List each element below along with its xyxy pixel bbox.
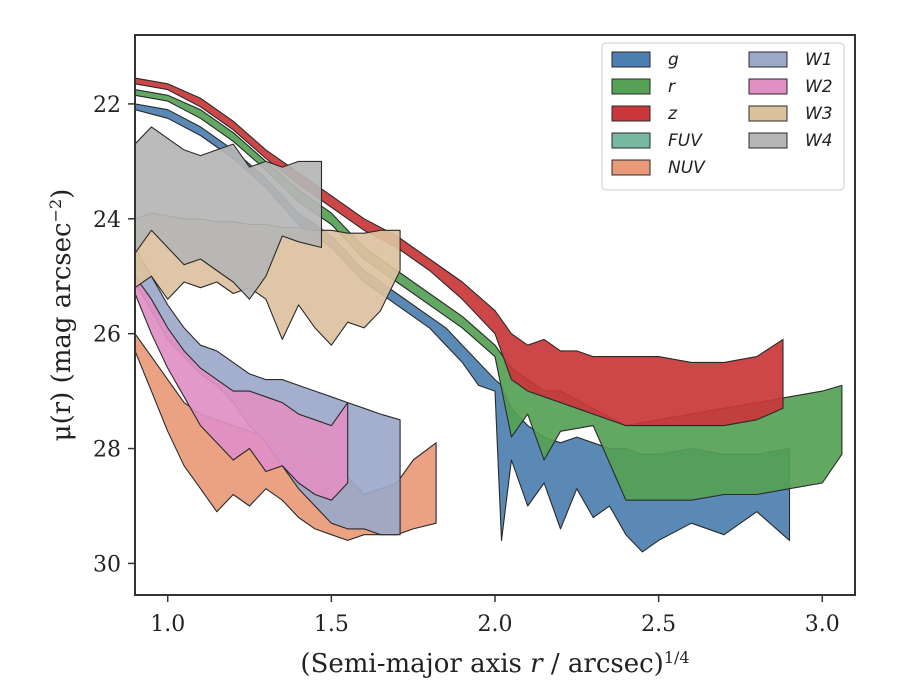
legend-label-w4: W4 (805, 131, 833, 151)
legend-swatch-fuv (611, 132, 651, 149)
legend-swatch-w1 (748, 51, 788, 68)
y-tick-label: 24 (93, 208, 121, 233)
y-axis-title-exponent: −2 (46, 199, 65, 223)
legend-swatch-w2 (748, 78, 788, 95)
legend-label-nuv: NUV (668, 158, 706, 178)
series-band-w2 (135, 275, 349, 501)
x-axis-title-variable: r (530, 649, 544, 679)
legend-label-r: r (668, 77, 676, 97)
legend: grz FUV NUV W1 W2 W3 W4 (601, 42, 845, 191)
legend-label-fuv: FUV (668, 131, 703, 151)
x-tick-label: 1.0 (150, 612, 185, 637)
legend-label-w2: W2 (805, 77, 833, 97)
x-tick-label: 2.0 (478, 612, 513, 637)
y-tick-label: 30 (93, 552, 121, 577)
x-axis-title-exponent: 1/4 (664, 648, 690, 667)
legend-swatch-z (611, 105, 651, 122)
legend-label-g: g (668, 50, 679, 70)
y-tick-label: 22 (93, 93, 121, 118)
legend-swatch-nuv (611, 159, 651, 176)
y-axis-title-main: μ(r) (mag arcsec (47, 222, 77, 441)
x-axis-title-prefix: (Semi-major axis r / arcsec) (300, 649, 663, 679)
y-axis-title-suffix: ) (47, 189, 77, 199)
ticks-layer: 1.0 1.5 2.0 2.5 3.0 22 24 26 28 30 (93, 93, 840, 637)
x-axis-title: (Semi-major axis r / arcsec)1/4 (300, 648, 689, 680)
x-axis-title-text: / arcsec) (543, 649, 664, 679)
legend-swatch-g (611, 51, 651, 68)
x-tick-label: 2.5 (641, 612, 676, 637)
legend-label-w1: W1 (805, 50, 833, 70)
y-axis-title: μ(r) (mag arcsec−2) (46, 189, 78, 442)
legend-label-w3: W3 (805, 104, 833, 124)
y-tick-label: 26 (93, 323, 121, 348)
x-tick-label: 3.0 (805, 612, 840, 637)
legend-label-z: z (667, 104, 678, 124)
x-axis-title-text: (Semi-major axis (300, 649, 530, 679)
x-tick-label: 1.5 (314, 612, 349, 637)
y-tick-label: 28 (93, 438, 121, 463)
legend-swatch-w4 (748, 132, 788, 149)
series-layer (135, 77, 843, 553)
legend-swatch-r (611, 78, 651, 95)
legend-swatch-w3 (748, 105, 788, 122)
series-band-w4 (135, 126, 323, 300)
